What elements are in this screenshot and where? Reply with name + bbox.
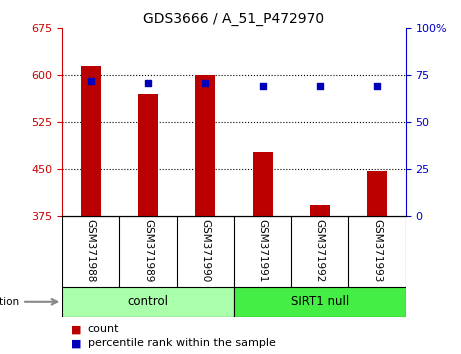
Point bbox=[316, 84, 324, 89]
Text: genotype/variation: genotype/variation bbox=[0, 297, 19, 307]
Point bbox=[259, 84, 266, 89]
Bar bbox=[195, 75, 215, 216]
Text: GSM371991: GSM371991 bbox=[258, 219, 267, 283]
Text: GSM371989: GSM371989 bbox=[143, 219, 153, 283]
Text: GSM371988: GSM371988 bbox=[86, 219, 96, 283]
Text: count: count bbox=[88, 324, 119, 334]
Title: GDS3666 / A_51_P472970: GDS3666 / A_51_P472970 bbox=[143, 12, 325, 26]
Bar bbox=[253, 152, 272, 216]
Bar bbox=[234, 287, 406, 317]
Text: GSM371990: GSM371990 bbox=[201, 219, 210, 283]
Text: ■: ■ bbox=[71, 338, 82, 348]
Bar bbox=[138, 94, 158, 216]
Text: GSM371992: GSM371992 bbox=[315, 219, 325, 283]
Bar bbox=[310, 205, 330, 216]
Bar bbox=[62, 287, 234, 317]
Point bbox=[144, 80, 152, 86]
Point bbox=[373, 84, 381, 89]
Text: SIRT1 null: SIRT1 null bbox=[291, 295, 349, 308]
Text: GSM371993: GSM371993 bbox=[372, 219, 382, 283]
Text: ■: ■ bbox=[71, 324, 82, 334]
Point bbox=[87, 78, 95, 84]
Text: control: control bbox=[128, 295, 169, 308]
Point bbox=[201, 80, 209, 86]
Bar bbox=[81, 67, 101, 216]
Bar bbox=[367, 171, 387, 216]
Text: percentile rank within the sample: percentile rank within the sample bbox=[88, 338, 276, 348]
